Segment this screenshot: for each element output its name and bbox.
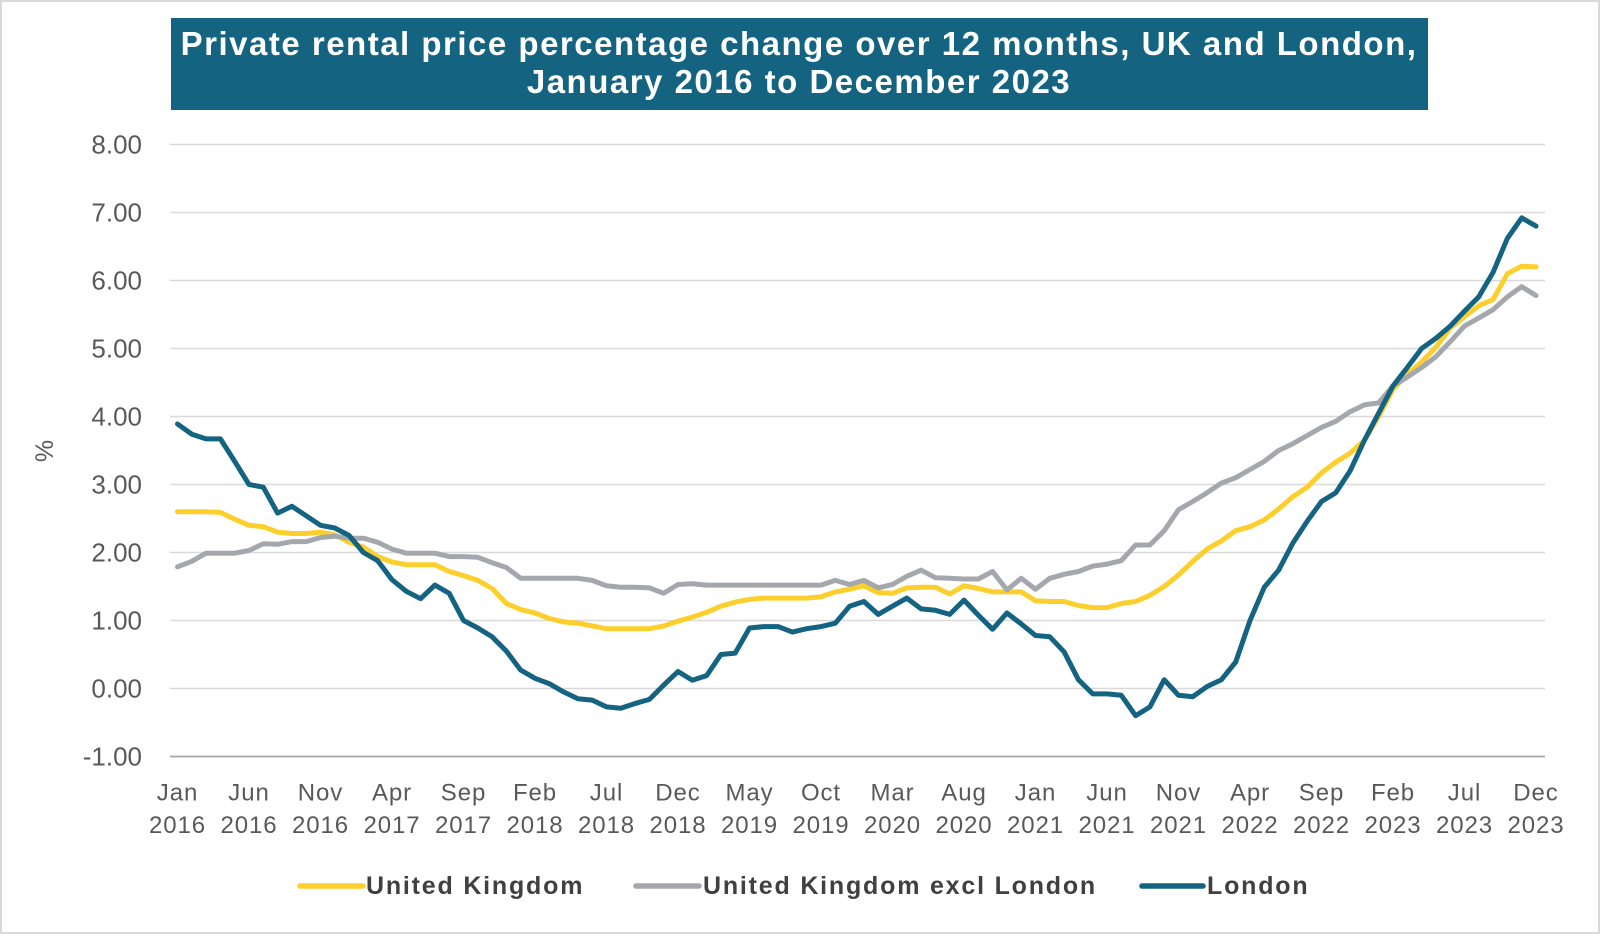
- svg-text:2021: 2021: [1007, 812, 1064, 839]
- svg-text:6.00: 6.00: [91, 266, 142, 296]
- svg-text:2018: 2018: [650, 812, 707, 839]
- svg-text:3.00: 3.00: [91, 470, 142, 500]
- svg-text:5.00: 5.00: [91, 334, 142, 364]
- svg-text:Sep: Sep: [1299, 780, 1344, 807]
- svg-text:2017: 2017: [364, 812, 421, 839]
- svg-text:Feb: Feb: [1371, 780, 1415, 807]
- svg-text:United Kingdom excl London: United Kingdom excl London: [703, 872, 1097, 900]
- svg-text:2022: 2022: [1222, 812, 1279, 839]
- svg-text:2022: 2022: [1293, 812, 1350, 839]
- svg-text:Jul: Jul: [590, 780, 623, 807]
- svg-text:Feb: Feb: [513, 780, 557, 807]
- svg-text:2016: 2016: [149, 812, 206, 839]
- svg-text:2021: 2021: [1079, 812, 1136, 839]
- svg-text:May: May: [725, 780, 773, 807]
- svg-text:2020: 2020: [936, 812, 993, 839]
- svg-text:7.00: 7.00: [91, 198, 142, 228]
- svg-text:2018: 2018: [507, 812, 564, 839]
- svg-text:0.00: 0.00: [91, 674, 142, 704]
- svg-text:Dec: Dec: [1513, 780, 1558, 807]
- svg-text:Jun: Jun: [228, 780, 269, 807]
- svg-text:Jan: Jan: [157, 780, 198, 807]
- svg-text:2.00: 2.00: [91, 538, 142, 568]
- svg-text:2021: 2021: [1150, 812, 1207, 839]
- svg-text:Private rental price percentag: Private rental price percentage change o…: [181, 25, 1418, 62]
- svg-text:8.00: 8.00: [91, 130, 142, 160]
- svg-text:2023: 2023: [1436, 812, 1493, 839]
- svg-text:2017: 2017: [435, 812, 492, 839]
- svg-text:1.00: 1.00: [91, 606, 142, 636]
- svg-text:2019: 2019: [793, 812, 850, 839]
- svg-text:2016: 2016: [292, 812, 349, 839]
- svg-text:2019: 2019: [721, 812, 778, 839]
- svg-text:2023: 2023: [1508, 812, 1565, 839]
- svg-text:Nov: Nov: [298, 780, 343, 807]
- svg-text:Oct: Oct: [801, 780, 841, 807]
- svg-text:Jul: Jul: [1448, 780, 1481, 807]
- svg-text:2018: 2018: [578, 812, 635, 839]
- svg-text:United Kingdom: United Kingdom: [366, 872, 584, 900]
- svg-text:2016: 2016: [221, 812, 278, 839]
- svg-text:January 2016 to December 2023: January 2016 to December 2023: [527, 63, 1071, 100]
- svg-text:-1.00: -1.00: [83, 742, 142, 772]
- svg-text:Jan: Jan: [1015, 780, 1056, 807]
- svg-text:2020: 2020: [864, 812, 921, 839]
- svg-text:Nov: Nov: [1156, 780, 1201, 807]
- svg-text:Aug: Aug: [941, 780, 986, 807]
- svg-text:%: %: [31, 440, 59, 462]
- svg-text:4.00: 4.00: [91, 402, 142, 432]
- svg-text:Apr: Apr: [1230, 780, 1270, 807]
- svg-text:Jun: Jun: [1086, 780, 1127, 807]
- svg-text:Dec: Dec: [655, 780, 700, 807]
- svg-text:London: London: [1207, 872, 1309, 900]
- svg-text:Sep: Sep: [441, 780, 486, 807]
- svg-text:Mar: Mar: [870, 780, 914, 807]
- svg-text:Apr: Apr: [372, 780, 412, 807]
- svg-text:2023: 2023: [1365, 812, 1422, 839]
